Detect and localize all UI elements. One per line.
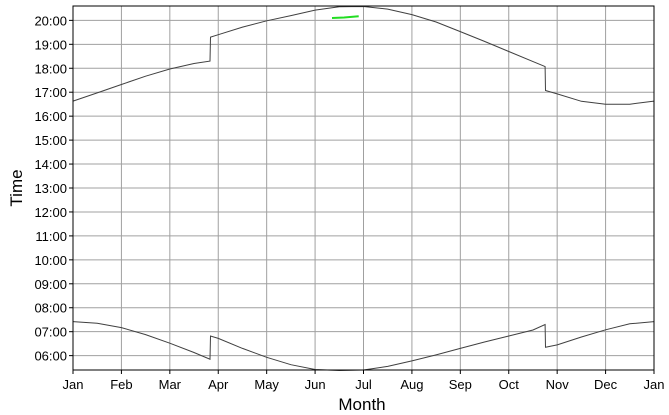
x-tick-label: Oct [499,377,520,392]
y-tick-label: 10:00 [34,253,67,268]
y-tick-label: 20:00 [34,13,67,28]
x-axis-title: Month [338,395,385,414]
y-axis-title: Time [7,169,26,206]
x-tick-label: Jan [63,377,84,392]
y-tick-label: 19:00 [34,37,67,52]
grid [73,6,654,370]
y-tick-label: 18:00 [34,61,67,76]
plot-border [72,5,655,371]
x-tick-label: Apr [208,377,229,392]
x-tick-label: Mar [159,377,182,392]
x-tick-label: Feb [110,377,132,392]
y-tick-label: 17:00 [34,85,67,100]
y-tick-label: 07:00 [34,325,67,340]
y-tick-label: 16:00 [34,109,67,124]
x-tick-label: Jan [644,377,665,392]
x-tick-label: Nov [546,377,570,392]
highlight-segment [331,15,359,19]
y-tick-label: 15:00 [34,133,67,148]
y-tick-label: 12:00 [34,205,67,220]
y-tick-label: 08:00 [34,301,67,316]
x-tick-label: Jul [355,377,372,392]
y-tick-label: 06:00 [34,349,67,364]
plot-frame [69,5,655,374]
x-tick-label: Jun [305,377,326,392]
x-tick-label: Dec [594,377,618,392]
y-tick-label: 11:00 [35,229,67,244]
y-tick-labels: 06:00 07:00 08:00 09:00 10:00 11:00 12:00 13:00… [34,13,67,363]
y-tick-label: 14:00 [34,157,67,172]
x-tick-label: May [254,377,279,392]
y-tick-label: 09:00 [34,277,67,292]
y-tick-label: 13:00 [34,181,67,196]
x-tick-labels: Jan Feb Mar Apr May Jun Jul Aug Sep Oct Nov Dec Jan [63,377,665,392]
x-tick-label: Aug [400,377,423,392]
x-tick-label: Sep [449,377,472,392]
